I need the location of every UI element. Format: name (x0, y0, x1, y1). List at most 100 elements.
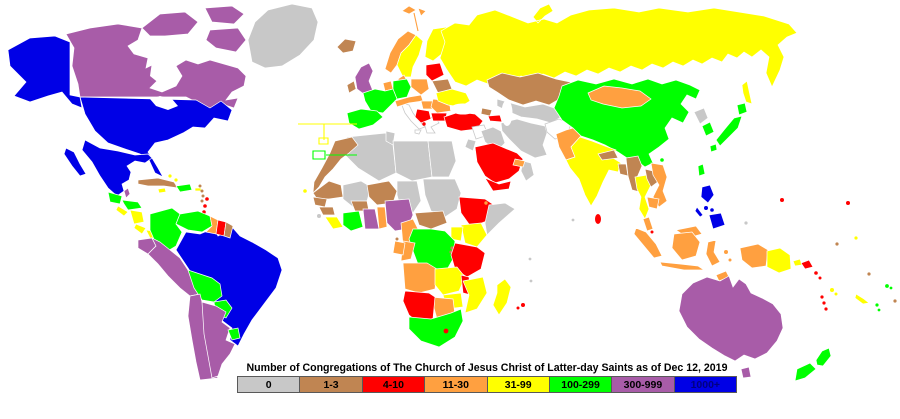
region-taiwan (697, 163, 706, 177)
island-dot-bahamas (174, 178, 178, 182)
legend-label: 31-99 (504, 378, 532, 391)
great-lakes (150, 96, 178, 110)
region-french-guiana (223, 221, 234, 239)
region-poland (410, 78, 430, 96)
island-dot-tonga (875, 303, 879, 307)
legend-label: 100-299 (561, 378, 600, 391)
region-ivory-coast (342, 210, 364, 232)
island-dot-bahamas (168, 174, 172, 178)
island-dot-antilles (205, 197, 209, 201)
island-dot-pacific (893, 299, 897, 303)
island-dot-antilles (201, 194, 205, 198)
island-dot-comoros (529, 279, 533, 283)
region-sierra-leone (317, 214, 321, 218)
region-central-african-republic (414, 210, 448, 230)
region-sudan (422, 178, 462, 218)
region-libya (392, 140, 433, 182)
region-jordan (464, 138, 477, 152)
region-uruguay (227, 327, 241, 341)
region-senegal (312, 196, 328, 208)
island-dot-visayas (710, 208, 714, 212)
island-dot-samoa (885, 284, 889, 288)
legend-swatch-1000-plus: 1000+ (673, 377, 736, 392)
island-dot-pacific (867, 272, 871, 276)
region-indonesia (633, 227, 769, 271)
region-north-korea (693, 107, 709, 125)
region-singapore (650, 230, 654, 234)
region-saudi-arabia (474, 142, 524, 184)
region-philippines (694, 184, 726, 230)
legend-swatch-11-30: 11-30 (424, 377, 487, 392)
island-dot-guam (780, 198, 784, 202)
region-papua-new-guinea (766, 247, 803, 274)
legend-swatch-0: 0 (238, 377, 300, 392)
island-dot-vanuatu (820, 295, 824, 299)
island-dot-antilles (200, 189, 204, 193)
hudson-bay (150, 58, 176, 84)
region-liberia (324, 216, 344, 230)
region-armenia-azerbaijan (487, 114, 503, 123)
region-belize (123, 187, 131, 199)
region-ghana (362, 208, 380, 230)
region-madagascar (492, 278, 512, 316)
island-dot-vanuatu (822, 301, 826, 305)
island-dot-palau (744, 221, 748, 225)
legend-swatch-100-299: 100-299 (548, 377, 612, 392)
region-bolivia (187, 269, 223, 303)
region-lesotho (443, 328, 449, 334)
legend-swatch-300-999: 300-999 (611, 377, 674, 392)
region-iceland (336, 38, 357, 54)
legend-label: 0 (265, 378, 272, 391)
region-serbia (414, 108, 432, 124)
region-guinea (318, 206, 336, 216)
region-sweden (396, 34, 424, 78)
legend-swatch-1-3: 1-3 (299, 377, 362, 392)
island-dot-hainan (660, 158, 664, 162)
island-dot-fiji (830, 288, 834, 292)
region-japan (709, 102, 748, 153)
island-dot-moluccas (728, 258, 732, 262)
region-south-africa (408, 308, 464, 348)
region-mongolia (587, 85, 652, 109)
callout-line-sthelena (312, 150, 357, 160)
region-mexico (63, 139, 153, 197)
island-dot-maldives (571, 218, 575, 222)
region-togo-benin (376, 206, 388, 230)
region-venezuela (175, 210, 213, 233)
island-dot-antilles (200, 199, 204, 203)
region-egypt (427, 140, 457, 178)
island-dot-antilles (198, 184, 202, 188)
region-cambodia (646, 196, 660, 210)
legend: Number of Congregations of The Church of… (237, 362, 737, 393)
island-dot-vanuatu (824, 307, 828, 311)
region-greenland (247, 3, 319, 69)
legend-label: 300-999 (623, 378, 663, 391)
island-dot-pacific (854, 236, 858, 240)
island-dot-fiji (834, 292, 838, 296)
legend-bar: 0 1-3 4-10 11-30 31-99 100-299 300-999 1… (237, 376, 737, 393)
region-el-salvador (115, 205, 129, 217)
region-spain-portugal (346, 108, 384, 130)
region-iran (500, 118, 548, 159)
region-bangladesh (617, 163, 629, 177)
island-dot-mauritius (521, 303, 525, 307)
region-new-zealand (794, 347, 832, 382)
region-costa-rica (133, 223, 147, 235)
island-dot-samoa (889, 286, 893, 290)
region-new-caledonia (854, 293, 870, 305)
svalbard-callout-line (413, 12, 419, 32)
legend-label: 1000+ (690, 378, 721, 391)
region-laos (644, 168, 660, 188)
region-ireland (346, 80, 357, 94)
region-australia (678, 275, 784, 379)
region-svalbard (401, 5, 427, 17)
black-sea (450, 103, 476, 115)
region-kenya (460, 222, 488, 248)
region-sri-lanka (595, 214, 601, 224)
region-angola (402, 262, 438, 294)
region-equatorial-guinea (395, 237, 399, 241)
caspian-sea (501, 100, 513, 126)
region-djibouti (484, 201, 488, 205)
